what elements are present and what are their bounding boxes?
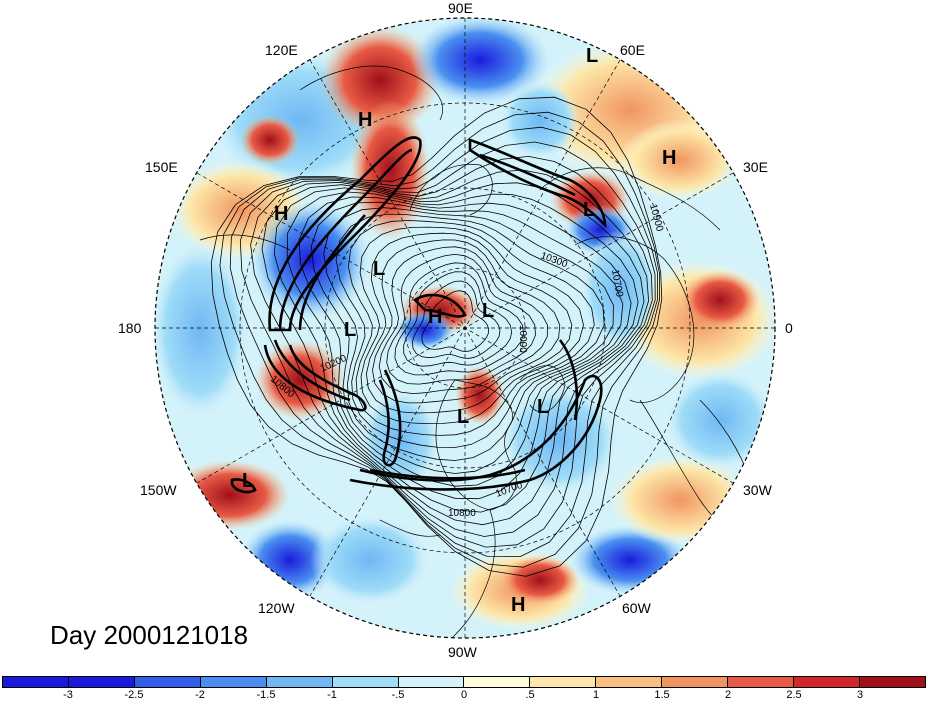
lon-label-150e: 150E — [145, 159, 178, 175]
colorbar-swatch — [596, 677, 663, 687]
height-contour-line — [378, 246, 548, 395]
height-contour-line — [403, 271, 513, 367]
graticule — [155, 18, 775, 638]
map-boundary — [154, 17, 776, 639]
lon-label-30w: 30W — [743, 482, 772, 498]
colorbar-tick-label: -1 — [327, 689, 337, 701]
colorbar-swatch — [398, 677, 465, 687]
pressure-center-low: L — [373, 258, 386, 280]
lon-label-90e: 90E — [448, 0, 473, 16]
colorbar-tick-label: 0 — [460, 689, 468, 701]
height-contour-line — [310, 201, 624, 474]
pressure-center-high: H — [662, 147, 677, 169]
colorbar-tick-label: 2 — [724, 689, 732, 701]
pressure-center-high: H — [511, 594, 526, 616]
colorbar-swatch — [464, 677, 531, 687]
colorbar-swatch — [530, 677, 597, 687]
height-contour-line — [261, 169, 650, 526]
lon-label-150w: 150W — [140, 482, 177, 498]
height-contour-line — [298, 196, 632, 487]
colorbar-tick-label: 1.5 — [654, 689, 670, 701]
colorbar-swatch — [859, 677, 925, 687]
lon-label-60w: 60W — [622, 600, 651, 616]
height-contour-line — [210, 96, 663, 577]
lon-label-60e: 60E — [620, 42, 645, 58]
colorbar-tick-label: 2.5 — [786, 689, 802, 701]
height-contour-line — [386, 253, 536, 385]
pressure-center-high: H — [274, 203, 289, 225]
contour-label-10700: 10700 — [609, 269, 625, 299]
contour-label-10000: 10000 — [517, 325, 528, 353]
pressure-center-low: L — [457, 406, 470, 428]
lon-label-120w: 120W — [258, 600, 295, 616]
lon-label-30e: 30E — [743, 159, 768, 175]
height-contour-line — [359, 226, 584, 425]
lon-label-0: 0 — [785, 320, 793, 336]
colorbar-tick-label: .5 — [525, 689, 535, 701]
colorbar-swatch — [134, 677, 201, 687]
colorbar — [2, 676, 926, 688]
pressure-center-low: L — [537, 396, 550, 418]
jet-contours — [230, 136, 607, 494]
contour-label-10800-b: 10800 — [448, 508, 476, 519]
colorbar-tick-label: -2 — [195, 689, 205, 701]
colorbar-swatch — [728, 677, 795, 687]
colorbar-swatch — [332, 677, 399, 687]
colorbar-swatch — [794, 677, 860, 687]
colorbar-tick-label: -2.5 — [124, 689, 144, 701]
colorbar-tick-label: -1.5 — [256, 689, 276, 701]
lon-label-180: 180 — [118, 320, 142, 336]
colorbar-tick-label: -.5 — [391, 689, 405, 701]
pressure-center-high: H — [358, 109, 373, 131]
lon-label-90w: 90W — [448, 644, 477, 660]
height-contour-line — [286, 191, 639, 500]
pressure-center-low: L — [583, 199, 596, 221]
colorbar-swatch — [3, 677, 69, 687]
height-contour-line — [229, 126, 659, 558]
lon-label-120e: 120E — [265, 42, 298, 58]
pressure-center-low: L — [344, 319, 357, 341]
pressure-center-low: L — [482, 300, 495, 322]
height-contour-line — [219, 111, 661, 568]
pressure-center-low: L — [586, 45, 599, 67]
height-contour-line — [394, 262, 525, 376]
colorbar-tick-label: -3 — [63, 689, 73, 701]
colorbar-swatch — [662, 677, 729, 687]
height-contour-line — [421, 290, 490, 352]
day-timestamp-label: Day 2000121018 — [50, 620, 249, 650]
height-contour-line — [250, 155, 653, 537]
pressure-center-low: L — [242, 470, 255, 492]
height-contour-line — [239, 141, 656, 548]
colorbar-tick-label: 1 — [592, 689, 600, 701]
height-contour-line — [372, 239, 561, 404]
height-contour-line — [347, 220, 595, 436]
colorbar-swatch — [200, 677, 267, 687]
pressure-center-high: H — [428, 306, 443, 328]
colorbar-tick-label: 3 — [856, 689, 864, 701]
colorbar-tick-labels: -3 -2.5 -2 -1.5 -1 -.5 0 .5 1 1.5 2 2.5 3 — [2, 689, 926, 702]
colorbar-swatch — [266, 677, 333, 687]
height-contour-line — [335, 213, 605, 448]
anomaly-field — [155, 18, 775, 638]
colorbar-swatch — [68, 677, 135, 687]
height-contour-line — [412, 280, 501, 359]
